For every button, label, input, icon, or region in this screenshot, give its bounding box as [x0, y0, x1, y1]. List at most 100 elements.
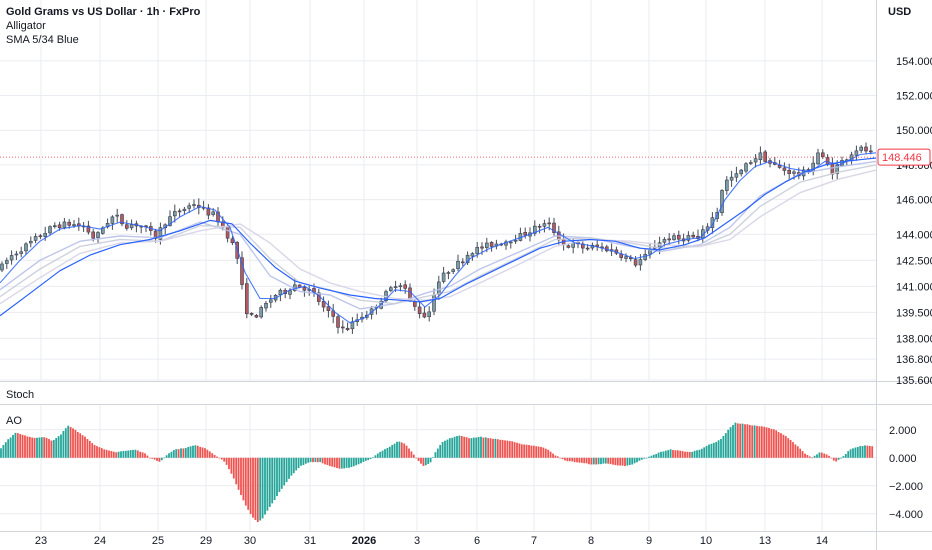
candle-up — [259, 307, 264, 318]
ao-bar-up — [813, 455, 816, 458]
ao-bar-up — [14, 432, 17, 458]
ao-bar-down — [871, 446, 874, 458]
time-axis[interactable]: 23 24 25 29 30 31 2026 3 6 7 8 9 10 13 14 — [35, 535, 828, 547]
ao-bar-down — [504, 440, 506, 458]
price-tick-label: 150.000 — [896, 125, 932, 137]
time-tick-label: 3 — [414, 535, 420, 547]
ao-bar-up — [710, 443, 713, 458]
ao-bar-down — [748, 425, 751, 458]
ao-bar-up — [266, 457, 269, 511]
ao-bar-down — [74, 429, 77, 458]
ao-bar-up — [367, 457, 370, 461]
ao-bar-up — [348, 457, 350, 468]
candle-down — [230, 238, 235, 244]
chart-title[interactable]: Gold Grams vs US Dollar · 1h · FxPro — [6, 6, 201, 18]
ao-bar-up — [650, 455, 653, 458]
candle-down — [254, 315, 259, 318]
ao-bar-down — [208, 451, 211, 458]
ao-bar-up — [273, 457, 276, 500]
candle-up — [662, 239, 667, 243]
ao-bar-up — [180, 448, 182, 458]
ao-bar-up — [456, 436, 458, 458]
ao-bar-down — [33, 437, 36, 458]
candle-up — [398, 285, 403, 288]
ao-bar-up — [484, 437, 487, 458]
time-tick-label: 7 — [531, 535, 537, 547]
candle-down — [153, 230, 158, 239]
ao-bar-up — [698, 449, 701, 458]
ao-bar-up — [360, 457, 362, 464]
ao-bar-up — [844, 454, 847, 458]
ao-bar-down — [808, 456, 811, 458]
ao-bar-up — [446, 439, 449, 458]
ao-bar-down — [93, 444, 96, 458]
ao-bar-down — [595, 457, 598, 465]
ao-bar-up — [631, 457, 634, 465]
ao-bar-down — [801, 451, 804, 458]
candle-down — [667, 238, 672, 241]
ao-bar-down — [619, 457, 622, 466]
price-tick-label: 152.000 — [896, 91, 932, 103]
candle-down — [830, 163, 835, 175]
ao-bar-down — [28, 436, 31, 458]
ao-bar-down — [621, 457, 624, 466]
ao-bar-down — [487, 438, 490, 458]
ao-bar-down — [220, 457, 223, 460]
ao-bar-down — [525, 444, 528, 458]
price-axis[interactable]: 154.000152.000150.000148.000146.000144.0… — [877, 56, 932, 521]
ao-bar-up — [297, 457, 300, 469]
ao-bar-down — [88, 440, 91, 458]
ao-bar-up — [259, 457, 262, 521]
alligator-legend[interactable]: Alligator — [6, 20, 46, 32]
ao-bar-up — [727, 429, 730, 458]
ao-bar-down — [410, 451, 413, 458]
ao-bar-up — [816, 454, 818, 458]
ao-bar-up — [840, 457, 842, 459]
candle-up — [720, 190, 724, 214]
ao-bar-up — [638, 457, 641, 461]
currency-label[interactable]: USD — [888, 6, 912, 18]
ao-bar-down — [523, 444, 526, 458]
ao-bar-up — [170, 451, 173, 458]
ao-bar-up — [444, 440, 446, 458]
ao-bar-up — [729, 427, 732, 458]
candle-down — [547, 222, 552, 225]
ao-bar-up — [345, 457, 348, 468]
ao-bar-down — [482, 437, 485, 458]
candle-up — [532, 225, 537, 234]
ao-bar-down — [792, 442, 794, 458]
sma-legend[interactable]: SMA 5/34 Blue — [6, 34, 79, 46]
ao-bar-down — [516, 442, 518, 458]
ao-bar-down — [588, 457, 590, 465]
candle-down — [245, 283, 249, 315]
ao-bar-down — [420, 457, 422, 464]
ao-bar-down — [684, 451, 686, 458]
ao-pane-label[interactable]: AO — [6, 415, 22, 427]
ao-bar-up — [432, 457, 434, 458]
stoch-pane-label[interactable]: Stoch — [6, 389, 35, 401]
candle-up — [48, 226, 52, 234]
price-pane[interactable] — [0, 142, 877, 334]
ao-bar-up — [427, 457, 430, 464]
ao-bar-up — [429, 457, 432, 463]
ao-bar-up — [384, 449, 386, 458]
ao-bar-down — [43, 437, 46, 458]
candle-up — [753, 158, 758, 163]
sma-34-line — [0, 157, 877, 317]
candle-down — [120, 214, 124, 225]
candle-up — [758, 152, 763, 161]
ao-bar-up — [168, 453, 170, 458]
time-tick-label: 31 — [304, 535, 316, 547]
ao-bar-down — [72, 428, 74, 458]
ao-bar-down — [518, 443, 521, 458]
candle-up — [513, 240, 518, 242]
ao-bar-down — [832, 457, 835, 461]
ao-bar-down — [763, 426, 766, 458]
ao-pane[interactable] — [0, 422, 874, 523]
ao-bar-up — [696, 450, 698, 458]
ao-bar-up — [732, 424, 734, 458]
candle-down — [403, 284, 408, 289]
time-tick-label: 13 — [759, 535, 771, 547]
ao-tick-label: 0.000 — [889, 453, 917, 465]
